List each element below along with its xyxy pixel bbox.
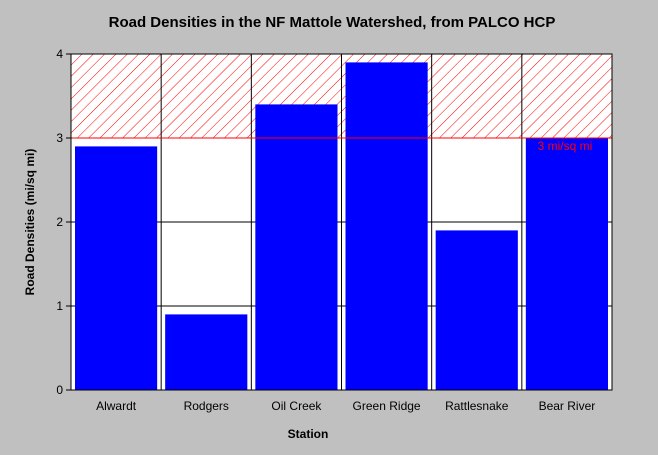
- bar: [255, 104, 338, 391]
- y-tick-label: 0: [56, 383, 63, 397]
- y-tick-label: 4: [56, 47, 63, 61]
- x-tick-label: Bear River: [539, 399, 596, 413]
- bar: [525, 138, 608, 390]
- x-tick-label: Rattlesnake: [445, 399, 509, 413]
- bar: [165, 314, 248, 390]
- bar: [435, 230, 518, 390]
- plot-area: 3 mi/sq mi 0 1 2 3 4 Alwardt Rodgers Oil Creek Gr…: [56, 47, 613, 413]
- y-tick-label: 1: [56, 299, 63, 313]
- y-tick-label: 3: [56, 131, 63, 145]
- bar: [75, 146, 158, 390]
- x-tick-label: Alwardt: [96, 399, 137, 413]
- x-tick-label: Rodgers: [184, 399, 229, 413]
- x-axis-title: Station: [288, 427, 329, 441]
- y-axis-title: Road Densities (mi/sq mi): [23, 149, 37, 296]
- threshold-label: 3 mi/sq mi: [538, 139, 593, 153]
- x-tick-label: Oil Creek: [271, 399, 322, 413]
- y-tick-label: 2: [56, 215, 63, 229]
- bar: [345, 62, 428, 391]
- chart-title: Road Densities in the NF Mattole Watersh…: [109, 14, 556, 31]
- x-tick-label: Green Ridge: [353, 399, 421, 413]
